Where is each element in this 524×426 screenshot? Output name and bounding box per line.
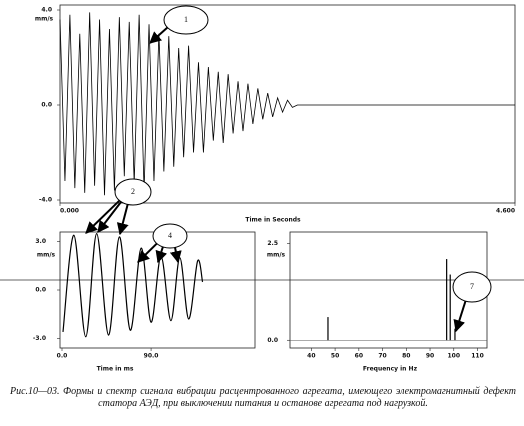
charts: 4.0 0.0 -4.0 0.000 4.600 mm/s Time in Seconds 1… (0, 4, 524, 373)
x-tick-label: 100 (448, 353, 461, 360)
callout-arrow (85, 199, 121, 234)
y-tick-label: 4.0 (41, 7, 52, 14)
x-tick-label: 50 (331, 353, 339, 360)
callout-label: 1 (184, 15, 188, 24)
callout-arrow (116, 204, 129, 236)
x-tick-label: 60 (355, 353, 363, 360)
signal-line (59, 12, 515, 196)
callout-bubble (452, 271, 492, 303)
callout-arrow (155, 246, 168, 264)
x-tick-label: 110 (471, 353, 484, 360)
callout-arrow (137, 242, 158, 263)
callout-arrow (453, 300, 467, 333)
y-tick-label: 3.0 (35, 238, 46, 245)
x-axis-label: Time in Seconds (245, 217, 301, 224)
y-unit: mm/s (37, 252, 56, 259)
x-tick-label: 40 (307, 353, 315, 360)
callout-arrow (149, 26, 169, 44)
y-tick-label: -4.0 (39, 197, 52, 204)
y-tick-label: 0.0 (267, 337, 278, 344)
callout-label: 7 (470, 282, 474, 291)
y-tick-label: 0.0 (41, 102, 52, 109)
callout-bubble (114, 178, 152, 206)
x-tick-label: 70 (378, 353, 386, 360)
y-unit: mm/s (267, 252, 286, 259)
callout-label: 4 (168, 231, 172, 240)
x-tick-label: 0.000 (60, 208, 79, 215)
callout-bubble (152, 223, 188, 249)
y-tick-label: 0.0 (35, 287, 46, 294)
x-axis-label: Time in ms (97, 366, 134, 373)
callout-label: 2 (131, 187, 135, 196)
caption: Рис.10—03. Формы и спектр сигнала вибрац… (10, 386, 516, 409)
x-tick-label: 90 (426, 353, 434, 360)
callout-arrow (169, 247, 182, 264)
plot-frame (59, 231, 256, 349)
x-tick-label: 90.0 (144, 353, 159, 360)
x-tick-label: 80 (402, 353, 410, 360)
plot-frame (59, 4, 516, 204)
x-axis-label: Frequency in Hz (363, 366, 418, 373)
callout-arrow (97, 201, 122, 233)
x-tick-label: 0.0 (57, 353, 68, 360)
signal-line (62, 233, 204, 338)
x-tick-label: 4.600 (496, 208, 515, 215)
y-unit: mm/s (35, 16, 54, 23)
callout-bubble (163, 5, 209, 35)
y-tick-label: -3.0 (33, 335, 46, 342)
y-tick-label: 2.5 (267, 240, 278, 247)
